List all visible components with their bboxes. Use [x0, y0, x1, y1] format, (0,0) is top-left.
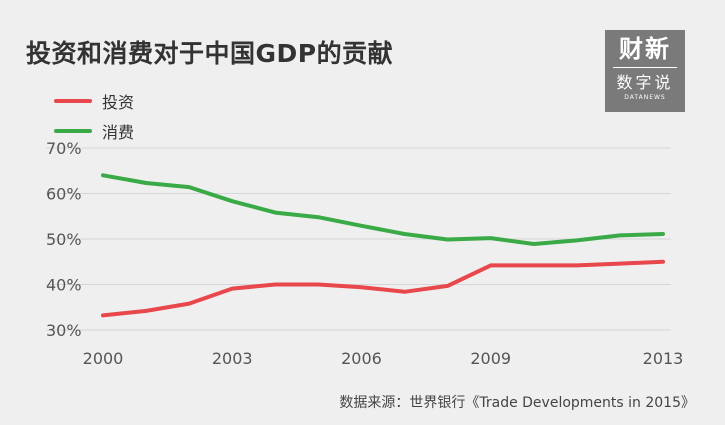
legend-item-investment: 投资: [54, 86, 134, 116]
legend-swatch-consumption: [54, 129, 92, 133]
x-tick-label: 2009: [470, 349, 511, 368]
y-tick-label: 30%: [46, 321, 82, 340]
legend-swatch-investment: [54, 99, 92, 103]
x-tick-label: 2000: [83, 349, 124, 368]
series-line-investment: [101, 259, 665, 318]
y-tick-label: 40%: [46, 276, 82, 295]
chart-title: 投资和消费对于中国GDP的贡献: [26, 39, 394, 68]
caixin-logo: 财新 数字说 DATANEWS: [605, 30, 685, 112]
legend-item-consumption: 消费: [54, 116, 134, 146]
x-tick-label: 2006: [341, 349, 382, 368]
source-note: 数据来源：世界银行《Trade Developments in 2015》: [339, 395, 695, 411]
logo-divider: [613, 67, 677, 68]
legend-label-investment: 投资: [102, 93, 135, 112]
x-tick-label: 2003: [212, 349, 253, 368]
y-tick-label: 70%: [46, 139, 82, 158]
logo-top-text: 财新: [619, 35, 671, 63]
y-tick-label: 60%: [46, 185, 82, 204]
logo-small-text: DATANEWS: [624, 94, 666, 101]
series-line-consumption: [101, 173, 665, 246]
legend: 投资 消费: [54, 86, 134, 146]
x-tick-label: 2013: [643, 349, 684, 368]
legend-label-consumption: 消费: [102, 123, 135, 142]
logo-middle-text: 数字说: [616, 73, 674, 92]
y-tick-label: 50%: [46, 230, 82, 249]
